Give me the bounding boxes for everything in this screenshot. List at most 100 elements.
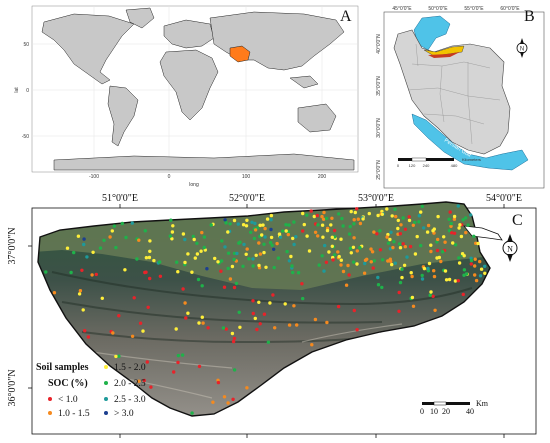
sample-point (114, 354, 118, 359)
svg-text:480: 480 (451, 163, 458, 168)
scale-bar: 0 120 240 480 Kilometers (397, 157, 481, 168)
sample-point (145, 360, 149, 364)
sample-point (322, 269, 326, 273)
sample-point (76, 234, 81, 238)
sample-point (375, 232, 379, 236)
province-boundary (37, 201, 491, 417)
sample-point (148, 276, 152, 281)
sample-point (232, 285, 237, 290)
coord-left: 30°0'0"N (376, 118, 382, 138)
y-tick: 50 (23, 42, 29, 48)
sample-point (460, 252, 465, 256)
sample-point (247, 257, 251, 261)
x-tick: 0 (168, 174, 171, 180)
sample-point (213, 256, 217, 261)
scale-bar: 0 10 20 40 Km (420, 399, 489, 416)
sample-point (287, 223, 291, 227)
sample-point (448, 210, 452, 214)
sample-point (432, 274, 437, 279)
sample-point (422, 226, 426, 230)
sample-point (370, 250, 375, 254)
legend-item: 1.0 - 1.5 (58, 409, 90, 419)
sample-point (407, 218, 412, 223)
sample-point (287, 259, 292, 263)
sample-point (380, 285, 384, 290)
sample-point (199, 249, 203, 253)
sample-point (402, 263, 407, 267)
sample-point (330, 235, 334, 239)
sample-point (355, 328, 359, 332)
north-arrow-icon: N (516, 38, 528, 58)
sample-point (83, 329, 87, 333)
sample-point (168, 234, 172, 238)
sample-point (232, 218, 237, 223)
sample-point (336, 304, 341, 309)
sample-point (351, 260, 356, 264)
sample-point (184, 316, 188, 320)
sample-point (238, 325, 242, 329)
sample-point (340, 216, 344, 221)
sample-point (317, 263, 321, 267)
sample-point (330, 244, 334, 248)
sample-point (301, 211, 305, 216)
sample-point (174, 327, 178, 331)
sample-point (291, 236, 295, 241)
sample-point (457, 261, 462, 265)
sample-point (124, 235, 128, 240)
sample-point (272, 265, 276, 270)
sample-point (320, 254, 324, 258)
sample-point (399, 223, 403, 227)
legend-item: 2.0 - 2.5 (114, 379, 146, 389)
svg-text:20: 20 (442, 407, 450, 416)
sample-point (270, 243, 274, 247)
sample-point (228, 277, 233, 281)
sample-point (429, 249, 433, 254)
sample-point (358, 221, 363, 226)
sample-point (392, 240, 396, 244)
sample-point (220, 239, 224, 243)
sample-point (142, 378, 146, 383)
legend-subtitle: SOC (%) (48, 378, 88, 389)
sample-point (226, 266, 230, 271)
sample-point (257, 263, 261, 268)
sample-point (397, 242, 402, 246)
sample-point (324, 260, 329, 264)
sample-point (301, 296, 305, 301)
sample-point (123, 268, 127, 272)
sample-point (316, 234, 320, 238)
sample-point (260, 233, 264, 237)
sample-point (401, 216, 405, 220)
sample-point (190, 411, 194, 415)
sample-point (331, 258, 335, 262)
sample-point (367, 211, 371, 216)
sample-point (192, 237, 196, 242)
sample-point (237, 241, 241, 245)
north-symbol: N (507, 245, 513, 254)
sample-point (262, 312, 267, 316)
sample-point (398, 280, 403, 285)
sample-point (432, 227, 436, 231)
sample-point (444, 278, 449, 282)
sample-point (325, 320, 329, 325)
svg-text:240: 240 (423, 163, 430, 168)
sample-point (483, 271, 487, 275)
sample-point (473, 257, 477, 261)
world-map-panel: -100 0 100 200 50 0 -50 long lat A (14, 4, 360, 190)
sample-point (452, 231, 457, 235)
sample-point (450, 231, 454, 235)
sample-point (202, 245, 206, 250)
sample-point (394, 214, 398, 219)
sample-point (407, 215, 411, 219)
sample-point (468, 213, 473, 217)
sample-point (257, 300, 261, 304)
sample-point (262, 250, 266, 255)
sample-point (85, 255, 89, 259)
sample-point (348, 224, 352, 229)
sample-point (452, 214, 457, 219)
sample-point (269, 213, 274, 218)
sample-point (100, 296, 105, 300)
sample-point (230, 331, 235, 336)
sample-point (77, 292, 82, 296)
sample-point (216, 260, 220, 264)
sample-point (329, 223, 333, 227)
